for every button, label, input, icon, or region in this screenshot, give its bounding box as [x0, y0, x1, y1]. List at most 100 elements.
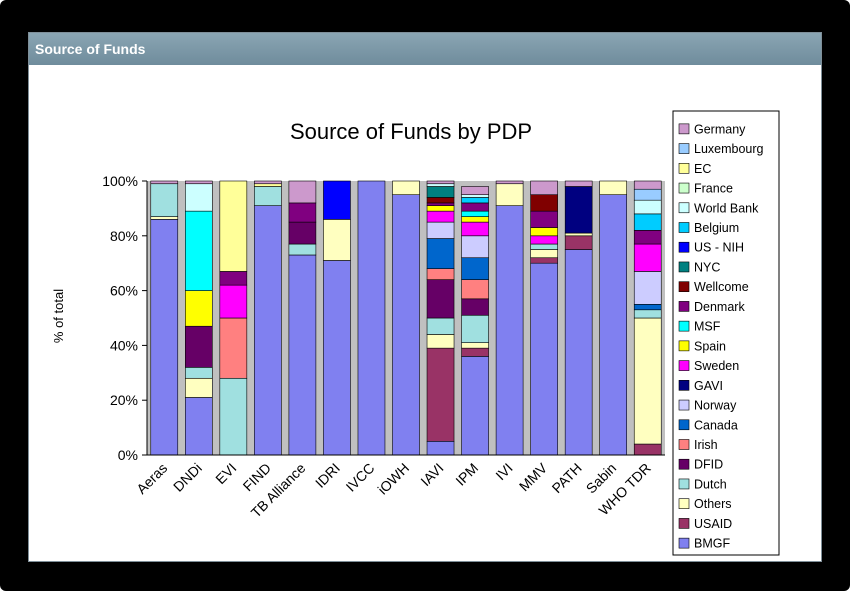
- bar-segment-others: [185, 377, 213, 398]
- legend-label: Norway: [694, 399, 737, 413]
- bar-segment-germany: [426, 180, 455, 185]
- bar-segment-germany: [633, 180, 662, 190]
- legend-swatch: [678, 340, 690, 352]
- bar-segment-others: [599, 180, 628, 195]
- x-tick-label: MMV: [516, 459, 551, 494]
- bar-segment-others: [633, 317, 662, 445]
- legend-label: GAVI: [694, 379, 723, 393]
- y-tick-label: 60%: [110, 283, 138, 299]
- legend-swatch: [678, 163, 690, 174]
- legend-label: Others: [694, 497, 732, 511]
- bar-segment-dfid: [185, 325, 213, 368]
- x-tick-label: IVCC: [343, 460, 378, 495]
- bar-segment-dutch: [288, 243, 317, 256]
- legend-swatch: [678, 222, 690, 233]
- bar-segment-germany: [254, 180, 282, 185]
- bar-segment-canada: [633, 303, 662, 311]
- legend-label: Luxembourg: [694, 142, 764, 156]
- x-tick-label: IVI: [492, 460, 515, 483]
- bar-segment-bmgf: [254, 205, 282, 456]
- bar-segment-canada: [461, 257, 489, 280]
- bar-segment-bmgf: [150, 219, 179, 456]
- legend-swatch: [678, 143, 690, 154]
- y-tick-label: 40%: [110, 337, 138, 353]
- bar-segment-bmgf: [461, 356, 489, 456]
- bar-segment-gavi: [564, 186, 593, 234]
- bar-segment-dutch: [461, 314, 489, 343]
- legend-swatch: [678, 478, 690, 490]
- legend-swatch: [678, 182, 690, 194]
- bar-segment-sweden: [530, 235, 558, 245]
- bar-segment-bmgf: [426, 440, 455, 456]
- bar-segment-luxembourg: [633, 188, 662, 201]
- bar-segment-bmgf: [288, 254, 317, 456]
- bar-segment-sweden: [461, 221, 489, 237]
- bar-segment-wellcome: [530, 194, 558, 212]
- legend-label: Germany: [694, 122, 746, 136]
- bar-segment-canada: [426, 238, 455, 269]
- bar-segment-belgium: [461, 197, 489, 204]
- legend-label: Denmark: [694, 300, 745, 314]
- source-of-funds-panel: Source of Funds Source of Funds by PDP %…: [28, 32, 822, 562]
- bar-segment-usaid: [530, 257, 558, 264]
- bar-segment-spain: [185, 290, 213, 327]
- legend-label: BMGF: [694, 537, 730, 551]
- bar-segment-sweden: [633, 243, 662, 272]
- bar-segment-usaid: [633, 443, 662, 456]
- x-tick-label: IDRI: [312, 460, 343, 491]
- y-axis: 0% 20% 40% 60% 80% 100%: [102, 173, 148, 463]
- bar-segment-others: [461, 342, 489, 349]
- bar-segment-norway: [426, 221, 455, 239]
- legend-label: DFID: [694, 458, 723, 472]
- bar-segment-germany: [185, 180, 213, 185]
- bar-segment-denmark: [288, 202, 317, 223]
- bar-segment-germany: [150, 180, 179, 185]
- x-tick-label: PATH: [549, 460, 585, 496]
- bar-segment-denmark: [633, 230, 662, 245]
- legend-label: Belgium: [694, 221, 739, 235]
- bar-segment-irish: [461, 279, 489, 300]
- bar-segment-dutch: [254, 186, 282, 206]
- legend-label: USAID: [694, 517, 732, 531]
- bar-segment-ec: [219, 180, 248, 272]
- x-tick-label: IPM: [452, 460, 481, 489]
- bar-segment-germany: [288, 180, 317, 204]
- bar-segment-denmark: [219, 271, 248, 286]
- bar-segment-others: [495, 183, 524, 206]
- bar-segment-bmgf: [185, 397, 213, 456]
- bar-segment-spain: [461, 216, 489, 223]
- x-tick-label: EVI: [212, 460, 239, 487]
- bar-segment-spain: [530, 227, 558, 237]
- bar-segment-dutch: [426, 317, 455, 335]
- legend-swatch: [678, 537, 690, 549]
- bar-segment-world-bank: [633, 199, 662, 215]
- y-tick-label: 80%: [110, 228, 138, 244]
- bar-segment-others: [392, 180, 420, 195]
- bar-segment-usaid: [564, 235, 593, 250]
- legend-swatch: [678, 458, 690, 470]
- bar-segment-others: [564, 232, 593, 237]
- legend-label: NYC: [694, 260, 720, 274]
- bar-segment-bmgf: [495, 205, 524, 456]
- legend-swatch: [678, 281, 690, 292]
- bar-segment-sweden: [426, 210, 455, 223]
- bar-segment-world-bank: [461, 194, 489, 198]
- legend-label: France: [694, 182, 733, 196]
- legend-swatch: [678, 202, 690, 214]
- panel-header: Source of Funds: [29, 33, 821, 65]
- bar-segment-irish: [426, 268, 455, 280]
- bar-segment-germany: [461, 186, 489, 195]
- legend: Germany Luxembourg EC France World Bank Belgi…: [672, 110, 780, 556]
- x-tick-label: Aeras: [133, 460, 170, 497]
- bar-segment-usaid: [426, 347, 455, 442]
- legend-label: EC: [694, 162, 711, 176]
- legend-swatch: [678, 301, 690, 312]
- legend-label: Canada: [694, 418, 738, 432]
- bar-segment-bmgf: [564, 249, 593, 456]
- bar-segment-dfid: [426, 279, 455, 319]
- bar-segment-germany: [495, 180, 524, 185]
- bar-segment-msf: [185, 210, 213, 291]
- bar-segment-dutch: [530, 243, 558, 250]
- bar-segment-nyc: [426, 186, 455, 198]
- legend-swatch: [678, 320, 690, 332]
